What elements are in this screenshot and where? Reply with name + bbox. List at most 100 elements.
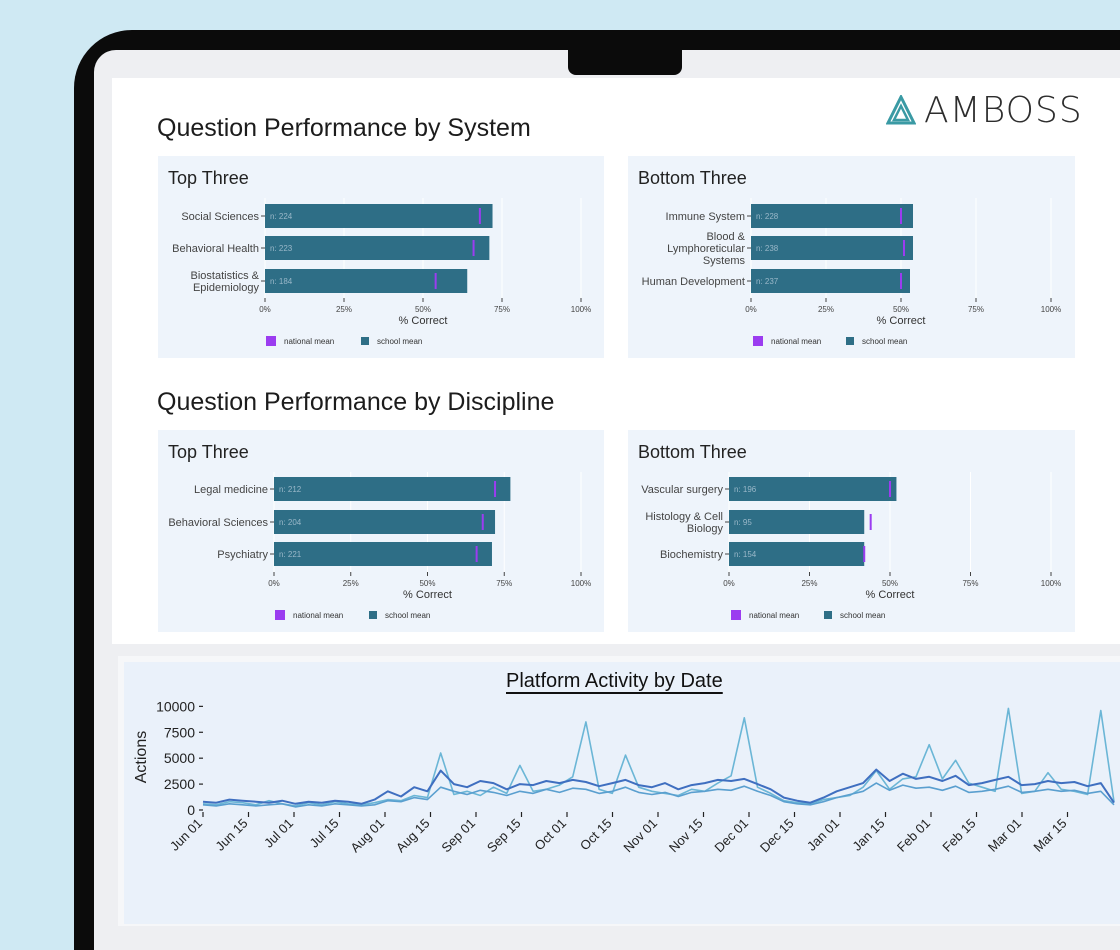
national-mean-marker (481, 514, 484, 530)
x-tick-label: 75% (494, 305, 510, 314)
national-mean-marker (472, 240, 475, 256)
x-tick-label: Mar 01 (985, 816, 1024, 855)
legend-label: national mean (771, 337, 821, 346)
x-tick-label: 75% (968, 305, 984, 314)
x-axis-title: % Correct (399, 315, 448, 327)
x-tick-label: 0% (268, 579, 280, 588)
x-tick-label: Aug 15 (393, 816, 433, 856)
n-label: n: 223 (270, 244, 293, 253)
school-mean-bar (751, 236, 913, 260)
x-tick-label: 75% (962, 579, 978, 588)
school-mean-bar (274, 477, 511, 501)
school-mean-bar (729, 510, 865, 534)
national-mean-marker (434, 273, 437, 289)
x-axis-title: % Correct (403, 589, 452, 601)
x-tick-label: Nov 15 (666, 816, 706, 856)
legend-swatch-school (369, 611, 377, 619)
national-mean-marker (475, 546, 478, 562)
n-label: n: 204 (279, 518, 302, 527)
legend-swatch-national (731, 610, 741, 620)
panel-title: Bottom Three (638, 442, 747, 462)
school-mean-bar (274, 510, 496, 534)
category-label: Social Sciences (181, 211, 259, 223)
school-mean-bar (751, 204, 913, 228)
n-label: n: 238 (756, 244, 779, 253)
y-tick-label: 2500 (164, 776, 195, 792)
x-tick-label: Jan 01 (804, 816, 842, 854)
national-mean-marker (869, 514, 872, 530)
national-mean-marker (900, 208, 902, 224)
legend-label: school mean (385, 611, 430, 620)
triangle-logo-icon (886, 94, 916, 124)
y-tick-label: 0 (187, 802, 195, 818)
legend-swatch-school (824, 611, 832, 619)
camera-notch (568, 48, 682, 75)
legend-label: national mean (293, 611, 343, 620)
y-tick-label: 10000 (156, 698, 195, 714)
category-label: Vascular surgery (641, 484, 723, 496)
school-mean-bar (274, 542, 492, 566)
n-label: n: 237 (756, 277, 779, 286)
n-label: n: 212 (279, 485, 302, 494)
school-mean-bar (265, 236, 490, 260)
national-mean-marker (863, 546, 866, 562)
x-tick-label: Feb 15 (939, 816, 978, 855)
legend-label: school mean (862, 337, 907, 346)
activity-plot-area (124, 662, 1120, 924)
x-tick-label: Dec 15 (757, 816, 797, 856)
x-tick-label: 0% (745, 305, 757, 314)
x-tick-label: 25% (343, 579, 359, 588)
x-tick-label: 100% (1041, 579, 1061, 588)
x-tick-label: 75% (496, 579, 512, 588)
panel-title: Bottom Three (638, 168, 747, 188)
n-label: n: 224 (270, 212, 293, 221)
n-label: n: 154 (734, 550, 757, 559)
discipline-section-title: Question Performance by Discipline (157, 388, 555, 416)
x-axis-title: % Correct (866, 589, 915, 601)
discipline-bottom-panel: Bottom Three 0% 25% 50% 75% 100% Vascular sur… (628, 430, 1075, 632)
category-label: Human Development (642, 276, 745, 288)
x-axis-title: % Correct (877, 315, 926, 327)
legend-label: national mean (284, 337, 334, 346)
brand-logo[interactable]: AMBOSS (886, 90, 1083, 131)
y-tick-label: 7500 (164, 724, 195, 740)
activity-series-line (202, 782, 1115, 808)
x-tick-label: 50% (419, 579, 435, 588)
legend-swatch-school (846, 337, 854, 345)
activity-line-chart: 10000 7500 5000 2500 0 Actions Jun 01 Jun 15 Jul… (133, 698, 1115, 856)
x-tick-label: Aug 01 (347, 816, 387, 856)
discipline-top-chart: 0% 25% 50% 75% 100% Legal medicine n: 212 Behav… (168, 472, 591, 620)
n-label: n: 221 (279, 550, 302, 559)
x-tick-label: Jan 15 (849, 816, 887, 854)
system-top-chart: 0% 25% 50% 75% 100% Social Sciences n: 224 Beha… (172, 198, 591, 346)
legend-swatch-national (275, 610, 285, 620)
x-tick-label: Jun 01 (167, 816, 205, 854)
discipline-top-panel: Top Three 0% 25% 50% 75% 100% Legal medicine n… (158, 430, 604, 632)
x-tick-label: Jun 15 (212, 816, 250, 854)
activity-series-line (202, 768, 1115, 805)
category-label: Immune System (666, 211, 745, 223)
legend-swatch-national (753, 336, 763, 346)
x-tick-label: Jul 15 (306, 816, 341, 851)
x-tick-label: Sep 15 (484, 816, 524, 856)
system-bottom-panel: Bottom Three 0% 25% 50% 75% 100% Immune Syste… (628, 156, 1075, 358)
category-label: Behavioral Sciences (168, 517, 268, 529)
system-section-title: Question Performance by System (157, 114, 531, 142)
school-mean-bar (729, 477, 897, 501)
n-label: n: 184 (270, 277, 293, 286)
legend-swatch-national (266, 336, 276, 346)
x-tick-label: 25% (801, 579, 817, 588)
activity-chart-title: Platform Activity by Date (506, 670, 723, 692)
x-tick-label: Dec 01 (711, 816, 751, 856)
category-label: Legal medicine (194, 484, 268, 496)
school-mean-bar (265, 269, 468, 293)
category-label: Psychiatry (217, 549, 268, 561)
national-mean-marker (889, 481, 891, 497)
n-label: n: 95 (734, 518, 752, 527)
legend-label: school mean (377, 337, 422, 346)
school-mean-bar (265, 204, 493, 228)
y-axis-title: Actions (133, 731, 150, 783)
x-tick-label: 100% (571, 305, 591, 314)
x-tick-label: 0% (723, 579, 735, 588)
legend-label: school mean (840, 611, 885, 620)
